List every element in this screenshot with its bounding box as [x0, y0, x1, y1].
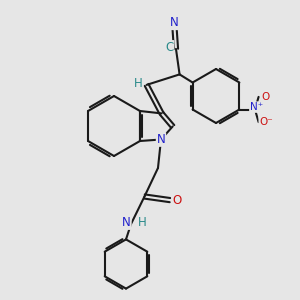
Text: N⁺: N⁺ [250, 102, 263, 112]
Text: O⁻: O⁻ [259, 117, 273, 127]
Text: N: N [122, 216, 131, 229]
Text: H: H [134, 77, 142, 90]
Text: O: O [172, 194, 181, 207]
Text: O: O [261, 92, 269, 102]
Text: N: N [170, 16, 179, 29]
Text: N: N [157, 133, 165, 146]
Text: H: H [138, 216, 147, 229]
Text: C: C [165, 41, 173, 54]
